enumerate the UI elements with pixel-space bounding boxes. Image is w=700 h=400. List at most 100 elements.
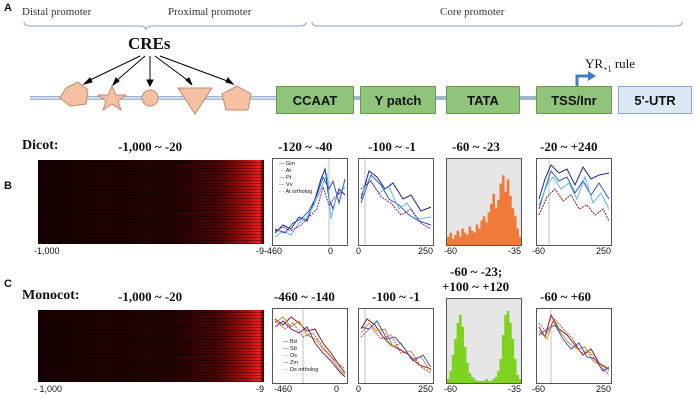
- bar: [499, 183, 503, 245]
- bar: [497, 371, 500, 383]
- bar: [478, 381, 481, 383]
- bar: [466, 234, 469, 245]
- panel-c-heatmap-tick-right: -9: [256, 384, 265, 394]
- bar: [497, 199, 500, 245]
- panel-b-chart4-tick-left: -60: [532, 246, 546, 256]
- element-ccaat: CCAAT: [276, 86, 354, 114]
- panel-b-chart1-legend: — Gm — At — Pt — Vv - - At ortholog: [279, 161, 313, 195]
- bar: [473, 379, 476, 383]
- bar: [463, 232, 467, 245]
- bar: [456, 230, 460, 245]
- bar: [470, 230, 474, 245]
- label-proximal: Proximal promoter: [168, 6, 252, 18]
- bar: [501, 175, 505, 245]
- bar: [504, 191, 507, 245]
- bar: [509, 323, 512, 383]
- panel-c-chart1-tick-right: 0: [334, 384, 340, 394]
- panel-c-heatmap-tick-left: - 1,000: [34, 384, 63, 394]
- bar: [482, 216, 486, 245]
- panel-b-chart4-tick-right: 250: [596, 246, 612, 256]
- element-tata: TATA: [446, 86, 520, 114]
- panel-b-chart4-range: -20 ~ +240: [540, 139, 598, 154]
- bar: [511, 208, 515, 245]
- panel-b-chart3: [446, 158, 522, 246]
- panel-b-chart2-range: -100 ~ -1: [368, 139, 416, 154]
- bar: [513, 216, 517, 245]
- panel-b-chart4: [536, 158, 612, 246]
- panel-b-chart2-tick-left: 0: [356, 246, 362, 256]
- bracket-distal-proximal: [23, 21, 307, 31]
- panel-c-chart1-tick-left: -460: [274, 384, 293, 394]
- bar: [447, 379, 450, 383]
- label-core: Core promoter: [440, 6, 505, 18]
- bar: [494, 208, 498, 245]
- cre-pentagon: [221, 85, 252, 111]
- panel-c-chart3-tick-left: -60: [444, 384, 458, 394]
- bar: [511, 339, 515, 383]
- element-y-patch: Y patch: [360, 86, 436, 114]
- cre-burst: [141, 89, 159, 107]
- panel-c-chart1-range: -460 ~ -140: [274, 289, 335, 304]
- element-5utr: 5'-UTR: [618, 86, 692, 114]
- cre-arrows: [82, 55, 235, 88]
- bar: [458, 236, 462, 245]
- bar: [454, 339, 457, 383]
- bar: [499, 359, 503, 383]
- bar: [461, 327, 465, 383]
- panel-c-letter: C: [4, 278, 12, 290]
- bar: [487, 381, 491, 383]
- cre-star: [96, 84, 128, 112]
- panel-c-chart3-bars: [447, 311, 522, 383]
- bar: [516, 228, 519, 245]
- panel-c-heatmap: [38, 310, 264, 382]
- bar: [518, 379, 522, 383]
- panel-c-chart4-range: -60 ~ +60: [540, 289, 591, 304]
- bar: [506, 179, 510, 245]
- bar: [470, 377, 474, 383]
- panel-c-chart2-range: -100 ~ -1: [372, 289, 420, 304]
- panel-b-heatmap-tick-right: -9: [256, 246, 265, 256]
- bar: [492, 193, 496, 245]
- bar: [513, 359, 517, 383]
- panel-c-chart2: [358, 308, 434, 384]
- panel-c-chart4-tick-right: 250: [596, 384, 612, 394]
- bar: [487, 212, 491, 245]
- panel-b-chart3-tick-left: -60: [444, 246, 458, 256]
- cre-triangle: [177, 87, 213, 115]
- bar: [509, 195, 512, 245]
- bar: [516, 375, 519, 383]
- bar: [492, 379, 496, 383]
- panel-c-chart3-range2: +100 ~ +120: [442, 279, 510, 294]
- bar: [501, 335, 505, 383]
- panel-c-chart4: [536, 308, 612, 384]
- bar: [478, 228, 481, 245]
- bar: [504, 315, 507, 383]
- bar: [461, 228, 465, 245]
- bar: [494, 377, 498, 383]
- bar: [451, 238, 455, 245]
- bar: [466, 363, 469, 383]
- bar: [482, 381, 486, 383]
- panel-b-chart2: [358, 158, 434, 246]
- panel-c-chart3-tick-right: -35: [508, 384, 522, 394]
- bar: [468, 373, 472, 383]
- cre-hexagon: [59, 81, 89, 107]
- panel-b-chart2-tick-right: 250: [418, 246, 434, 256]
- panel-c-chart2-tick-right: 250: [418, 384, 434, 394]
- bracket-core: [311, 21, 683, 27]
- bar: [518, 236, 522, 245]
- bar: [454, 234, 457, 245]
- bar: [489, 204, 493, 245]
- bar: [458, 315, 462, 383]
- panel-b-chart1-tick-right: 0: [328, 246, 334, 256]
- panel-c-chart2-lines: [360, 309, 432, 383]
- bar: [489, 381, 493, 383]
- panel-b-letter: B: [4, 180, 12, 192]
- panel-b-chart2-lines: [360, 159, 432, 245]
- panel-b-chart4-lines: [538, 159, 610, 245]
- bar: [449, 232, 453, 245]
- panel-c-chart1: — Bd — Sb — Os — Zm - - Os ortholog: [272, 308, 348, 384]
- bar: [449, 371, 453, 383]
- panel-c-heatmap-range: -1,000 ~ -20: [118, 289, 183, 304]
- bar: [447, 236, 450, 245]
